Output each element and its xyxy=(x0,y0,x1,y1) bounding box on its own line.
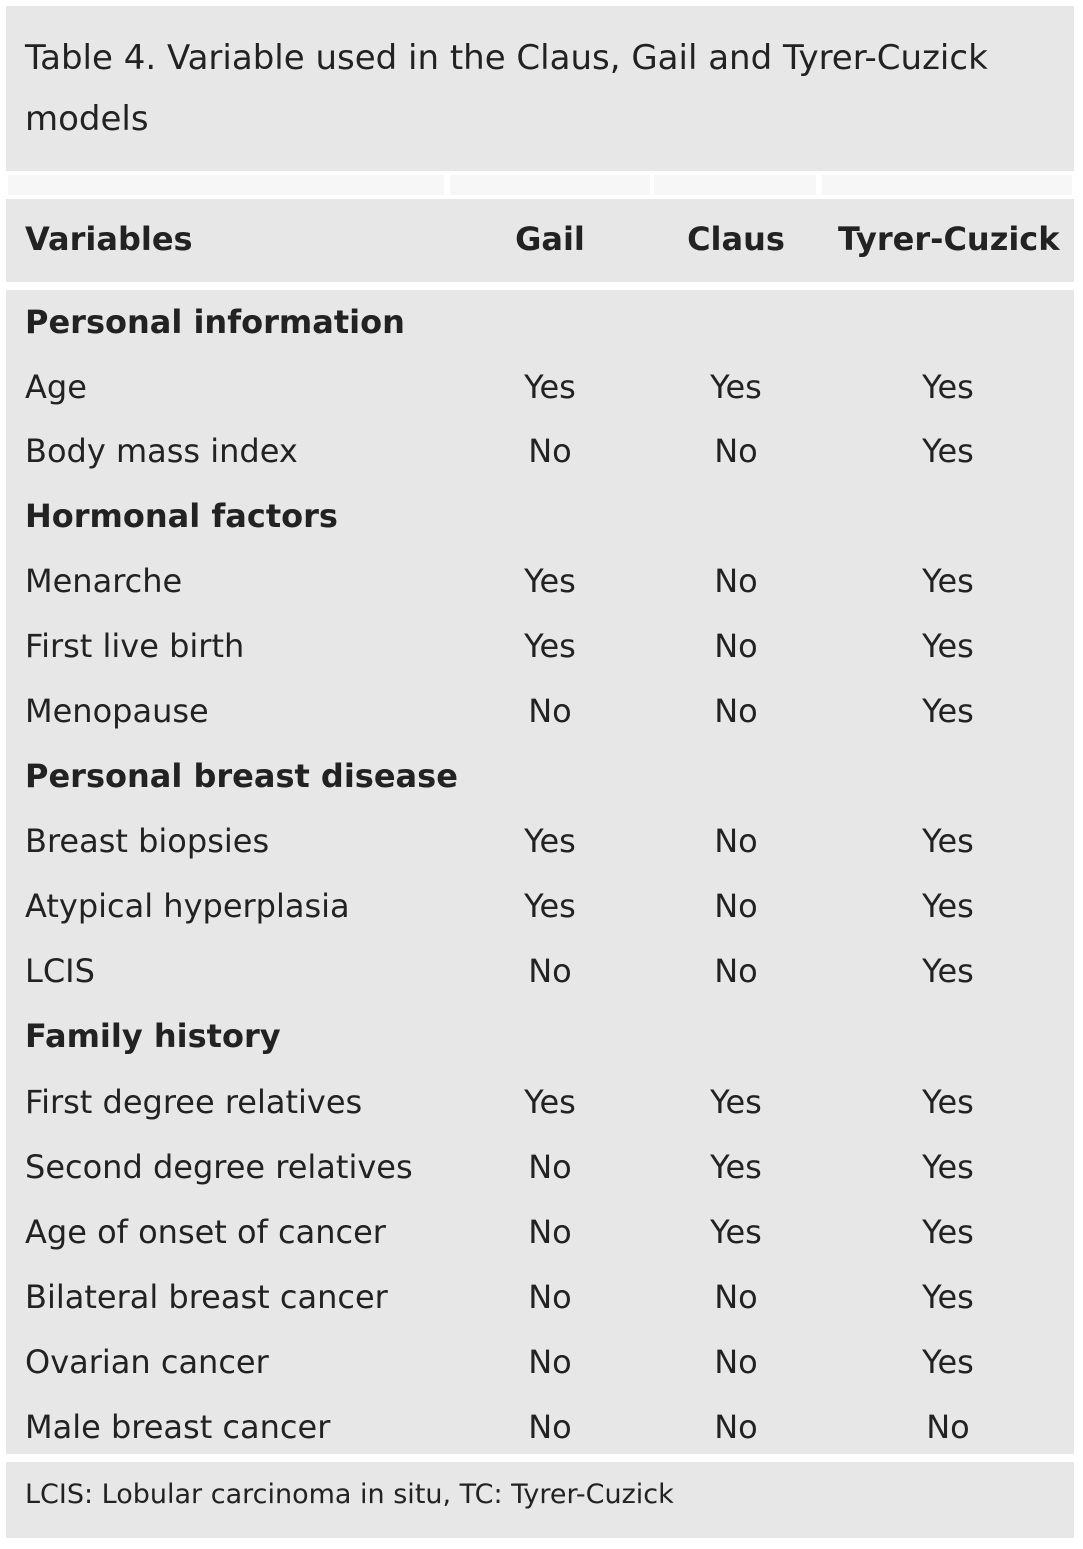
claus-cell: No xyxy=(714,562,758,600)
gail-cell: No xyxy=(528,692,572,730)
variable-cell: Second degree relatives xyxy=(25,1148,413,1186)
tyrer-cuzick-cell: Yes xyxy=(922,368,974,406)
variable-cell: First live birth xyxy=(25,627,245,665)
gail-cell: Yes xyxy=(524,627,576,665)
claus-cell: No xyxy=(714,952,758,990)
table-row: First live birth Yes No Yes xyxy=(6,614,1074,679)
tyrer-cuzick-cell: Yes xyxy=(922,952,974,990)
table-caption: Table 4. Variable used in the Claus, Gai… xyxy=(6,6,1074,171)
claus-cell: Yes xyxy=(710,1083,762,1121)
claus-cell: Yes xyxy=(710,1148,762,1186)
variable-cell: Menarche xyxy=(25,562,183,600)
gail-cell: No xyxy=(528,1408,572,1446)
claus-cell: No xyxy=(714,1408,758,1446)
variable-cell: Age xyxy=(25,368,87,406)
table-row: Breast biopsies Yes No Yes xyxy=(6,809,1074,874)
variable-cell: Breast biopsies xyxy=(25,822,270,860)
tyrer-cuzick-cell: Yes xyxy=(922,692,974,730)
table-header-row: Variables Gail Claus Tyrer-Cuzick xyxy=(6,199,1074,282)
gail-cell: No xyxy=(528,952,572,990)
table-row: Ovarian cancer No No Yes xyxy=(6,1330,1074,1395)
section-label: Family history xyxy=(25,1017,281,1055)
tyrer-cuzick-cell: Yes xyxy=(922,822,974,860)
claus-cell: No xyxy=(714,822,758,860)
spacer-row xyxy=(6,171,1074,199)
tyrer-cuzick-cell: Yes xyxy=(922,1213,974,1251)
claus-cell: No xyxy=(714,887,758,925)
header-tyrer-cuzick: Tyrer-Cuzick xyxy=(838,220,1060,258)
gail-cell: No xyxy=(528,1148,572,1186)
gail-cell: Yes xyxy=(524,1083,576,1121)
tyrer-cuzick-cell: Yes xyxy=(922,1278,974,1316)
spacer-cell xyxy=(8,175,444,195)
table-row: Second degree relatives No Yes Yes xyxy=(6,1135,1074,1200)
gail-cell: No xyxy=(528,1213,572,1251)
claus-cell: No xyxy=(714,627,758,665)
tyrer-cuzick-cell: Yes xyxy=(922,562,974,600)
gail-cell: Yes xyxy=(524,368,576,406)
table-title: Table 4. Variable used in the Claus, Gai… xyxy=(25,38,988,139)
variable-cell: Bilateral breast cancer xyxy=(25,1278,388,1316)
gail-cell: No xyxy=(528,1278,572,1316)
variable-cell: Male breast cancer xyxy=(25,1408,331,1446)
section-row: Family history xyxy=(6,1004,1074,1069)
variable-cell: Body mass index xyxy=(25,432,298,470)
section-row: Hormonal factors xyxy=(6,484,1074,549)
section-label: Personal information xyxy=(25,303,405,341)
variable-cell: Menopause xyxy=(25,692,209,730)
variable-cell: First degree relatives xyxy=(25,1083,363,1121)
gail-cell: Yes xyxy=(524,822,576,860)
spacer-cell xyxy=(822,175,1072,195)
claus-cell: Yes xyxy=(710,368,762,406)
spacer-cell xyxy=(450,175,650,195)
table-body: Personal information Age Yes Yes Yes Body mas… xyxy=(6,290,1074,1454)
variable-cell: Atypical hyperplasia xyxy=(25,887,350,925)
gail-cell: No xyxy=(528,432,572,470)
section-label: Personal breast disease xyxy=(25,757,458,795)
table-row: Body mass index No No Yes xyxy=(6,419,1074,484)
claus-cell: No xyxy=(714,1343,758,1381)
header-gail: Gail xyxy=(515,220,585,258)
tyrer-cuzick-cell: Yes xyxy=(922,1083,974,1121)
tyrer-cuzick-cell: Yes xyxy=(922,432,974,470)
variable-cell: Ovarian cancer xyxy=(25,1343,269,1381)
table-footnote: LCIS: Lobular carcinoma in situ, TC: Tyr… xyxy=(6,1462,1074,1538)
table-row: Bilateral breast cancer No No Yes xyxy=(6,1265,1074,1330)
gail-cell: Yes xyxy=(524,887,576,925)
tyrer-cuzick-cell: Yes xyxy=(922,627,974,665)
table-row: Menarche Yes No Yes xyxy=(6,549,1074,614)
table-row: Age Yes Yes Yes xyxy=(6,355,1074,420)
spacer-cell xyxy=(654,175,816,195)
section-row: Personal breast disease xyxy=(6,744,1074,809)
tyrer-cuzick-cell: Yes xyxy=(922,887,974,925)
table-row: LCIS No No Yes xyxy=(6,939,1074,1004)
tyrer-cuzick-cell: Yes xyxy=(922,1343,974,1381)
variable-cell: LCIS xyxy=(25,952,95,990)
claus-cell: No xyxy=(714,692,758,730)
table-row: Atypical hyperplasia Yes No Yes xyxy=(6,874,1074,939)
section-row: Personal information xyxy=(6,290,1074,355)
table-row: First degree relatives Yes Yes Yes xyxy=(6,1070,1074,1135)
table-row: Age of onset of cancer No Yes Yes xyxy=(6,1200,1074,1265)
claus-cell: No xyxy=(714,1278,758,1316)
section-label: Hormonal factors xyxy=(25,497,338,535)
gail-cell: Yes xyxy=(524,562,576,600)
tyrer-cuzick-cell: No xyxy=(926,1408,970,1446)
header-claus: Claus xyxy=(687,220,785,258)
footnote-text: LCIS: Lobular carcinoma in situ, TC: Tyr… xyxy=(25,1479,674,1510)
header-variables: Variables xyxy=(25,220,193,258)
table-row: Menopause No No Yes xyxy=(6,679,1074,744)
tyrer-cuzick-cell: Yes xyxy=(922,1148,974,1186)
claus-cell: Yes xyxy=(710,1213,762,1251)
variable-cell: Age of onset of cancer xyxy=(25,1213,386,1251)
gail-cell: No xyxy=(528,1343,572,1381)
claus-cell: No xyxy=(714,432,758,470)
table-row: Male breast cancer No No No xyxy=(6,1395,1074,1460)
